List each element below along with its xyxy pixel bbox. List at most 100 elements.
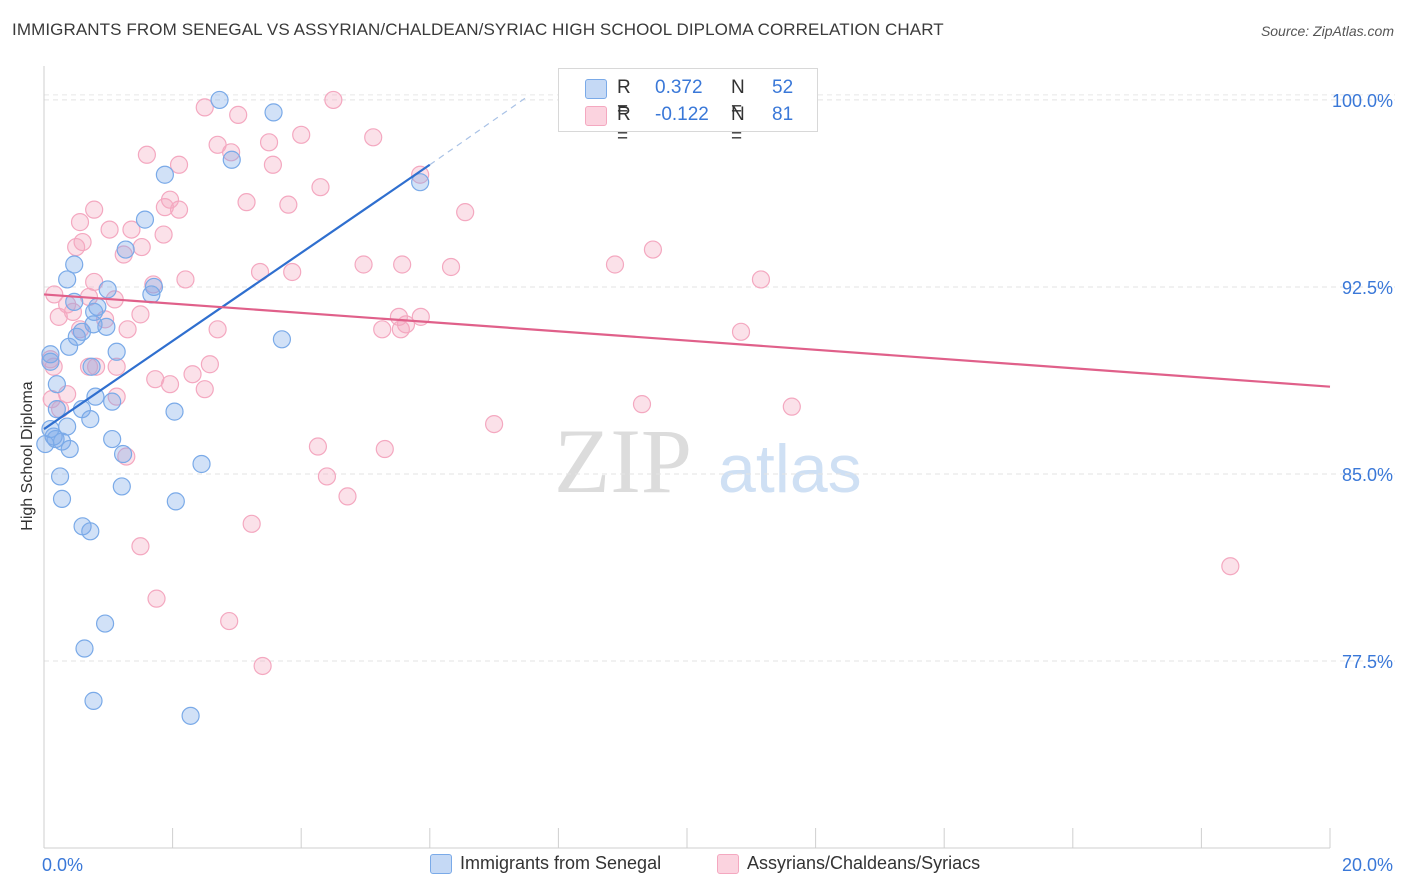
data-point [107, 342, 126, 361]
data-point [155, 198, 174, 217]
data-point [632, 395, 652, 414]
data-point [283, 262, 302, 282]
data-point [81, 522, 100, 541]
data-point [195, 380, 214, 399]
data-point [86, 357, 106, 376]
stats-swatch-assyrians [585, 106, 607, 126]
data-point [338, 487, 357, 506]
chart-source: Source: ZipAtlas.com [1260, 23, 1394, 39]
gridlines [44, 94, 1395, 662]
data-point [324, 90, 343, 110]
data-point [259, 133, 279, 152]
data-point [132, 237, 151, 257]
data-point [166, 492, 185, 511]
data-point [229, 105, 248, 124]
data-point [411, 165, 430, 184]
data-point [131, 537, 150, 556]
data-point [751, 270, 771, 289]
data-point [253, 656, 272, 676]
stats-n-label: N = [731, 77, 745, 120]
data-point [731, 322, 751, 341]
data-point [122, 220, 141, 239]
data-point [169, 155, 189, 174]
y-tick-label: 77.5% [1342, 652, 1393, 672]
x-tick-max: 20.0% [1342, 855, 1393, 875]
legend-swatch-senegal [430, 854, 452, 874]
stats-r-label: R = [617, 104, 631, 147]
data-point [279, 195, 298, 214]
data-point [220, 611, 239, 631]
data-point [160, 375, 180, 394]
data-point [391, 320, 410, 339]
axes [43, 66, 1331, 849]
data-point [317, 467, 337, 486]
data-point [1221, 557, 1240, 576]
data-point [118, 320, 137, 339]
data-point [52, 489, 72, 508]
data-point [242, 514, 261, 533]
data-point [95, 614, 115, 633]
stats-r-label: R = [617, 77, 631, 120]
data-point [144, 277, 164, 297]
data-point [50, 467, 70, 486]
data-point [107, 357, 126, 376]
data-point [176, 270, 195, 289]
data-point [135, 210, 155, 229]
data-point [364, 128, 383, 147]
data-point [75, 639, 94, 658]
watermark-zip: ZIP [554, 410, 692, 512]
data-point [605, 255, 625, 274]
data-point [192, 454, 211, 474]
data-point [137, 145, 156, 164]
data-point [70, 213, 90, 232]
data-point [103, 429, 122, 449]
y-tick-label: 92.5% [1342, 278, 1393, 298]
data-point [292, 125, 311, 144]
data-point [112, 477, 131, 496]
data-point [222, 150, 241, 169]
data-point [155, 165, 174, 184]
data-point [41, 345, 60, 364]
data-point [147, 589, 166, 608]
legend-swatch-assyrians [717, 854, 739, 874]
y-tick-labels: 100.0% 92.5% 85.0% 77.5% [1332, 91, 1393, 672]
data-point [59, 337, 79, 356]
trend-line [43, 163, 431, 430]
data-point [456, 203, 475, 222]
data-point [86, 387, 105, 406]
legend-label-senegal: Immigrants from Senegal [460, 853, 662, 873]
data-point [103, 392, 122, 411]
data-point [264, 103, 283, 122]
series-senegal [36, 90, 430, 725]
data-point [782, 397, 801, 416]
data-point [165, 402, 184, 421]
stats-n-value-assyrians: 81 [772, 104, 794, 125]
data-point [373, 320, 392, 339]
stats-r-value-senegal: 0.372 [655, 77, 703, 98]
data-point [485, 414, 504, 434]
correlation-stats-box: R = 0.372 N = 52 R = -0.122 N = 81 [558, 68, 818, 147]
data-point [67, 237, 86, 257]
legend-label-assyrians: Assyrians/Chaldeans/Syriacs [747, 853, 981, 873]
data-point [47, 375, 66, 394]
data-point [85, 200, 104, 219]
stats-n-label: N = [731, 104, 745, 147]
data-point [67, 327, 86, 346]
data-point [41, 352, 60, 371]
stats-swatch-senegal [585, 79, 607, 99]
trend-line [43, 293, 1331, 388]
data-point [58, 270, 77, 289]
trend-line-extension [429, 96, 527, 166]
stats-n-value-senegal: 52 [772, 77, 794, 98]
data-point [49, 307, 68, 326]
data-point [131, 305, 150, 324]
data-point [272, 330, 292, 349]
data-point [169, 200, 189, 219]
data-point [308, 437, 328, 456]
data-point [263, 155, 283, 174]
data-point [116, 240, 135, 259]
data-point [643, 240, 663, 259]
data-point [200, 355, 219, 374]
data-point [47, 400, 66, 419]
